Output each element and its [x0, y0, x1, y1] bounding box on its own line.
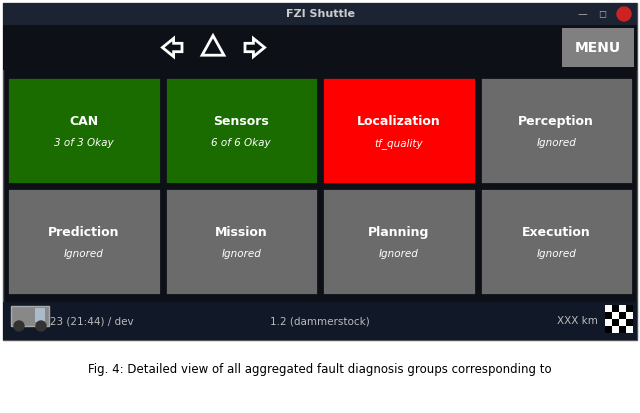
- Bar: [3, 25, 637, 70]
- Text: Localization: Localization: [357, 116, 440, 128]
- Bar: [11, 306, 49, 326]
- Text: Fig. 4: Detailed view of all aggregated fault diagnosis groups corresponding to: Fig. 4: Detailed view of all aggregated …: [88, 363, 552, 377]
- Bar: [164, 77, 318, 184]
- Bar: [605, 319, 612, 326]
- Bar: [7, 77, 161, 184]
- Text: —: —: [577, 9, 587, 19]
- Bar: [626, 305, 633, 312]
- Bar: [479, 188, 633, 295]
- Text: Ignored: Ignored: [64, 249, 104, 259]
- Bar: [619, 326, 626, 333]
- Bar: [619, 312, 626, 319]
- Bar: [7, 188, 161, 295]
- Text: Ignored: Ignored: [221, 249, 261, 259]
- Text: MENU: MENU: [575, 40, 621, 55]
- Text: XXX km: XXX km: [557, 316, 597, 326]
- Bar: [322, 188, 476, 295]
- Bar: [612, 305, 619, 312]
- Bar: [605, 305, 612, 312]
- Text: 15:23 (21:44) / dev: 15:23 (21:44) / dev: [33, 316, 133, 326]
- Bar: [619, 319, 626, 326]
- Text: Mission: Mission: [215, 226, 268, 240]
- Text: Perception: Perception: [518, 116, 594, 128]
- Text: 6 of 6 Okay: 6 of 6 Okay: [211, 138, 271, 148]
- Text: Sensors: Sensors: [213, 116, 269, 128]
- Text: Ignored: Ignored: [379, 249, 419, 259]
- Bar: [35, 308, 45, 322]
- Text: 3 of 3 Okay: 3 of 3 Okay: [54, 138, 113, 148]
- Bar: [619, 305, 626, 312]
- Text: ◻: ◻: [598, 9, 606, 19]
- Bar: [605, 326, 612, 333]
- Bar: [612, 312, 619, 319]
- Text: Ignored: Ignored: [536, 249, 576, 259]
- Circle shape: [14, 321, 24, 331]
- Bar: [626, 326, 633, 333]
- Circle shape: [36, 321, 46, 331]
- Bar: [3, 3, 637, 340]
- Bar: [479, 77, 633, 184]
- Text: FZI Shuttle: FZI Shuttle: [285, 9, 355, 19]
- Bar: [164, 188, 318, 295]
- Text: Prediction: Prediction: [48, 226, 120, 240]
- Text: tf_quality: tf_quality: [374, 138, 423, 149]
- Bar: [605, 312, 612, 319]
- Circle shape: [617, 7, 631, 21]
- Text: Planning: Planning: [368, 226, 429, 240]
- Bar: [3, 302, 637, 340]
- Text: Execution: Execution: [522, 226, 591, 240]
- Text: CAN: CAN: [69, 116, 99, 128]
- Bar: [626, 312, 633, 319]
- Bar: [612, 326, 619, 333]
- Bar: [3, 3, 637, 25]
- Text: Ignored: Ignored: [536, 138, 576, 148]
- Bar: [562, 28, 634, 67]
- Bar: [612, 319, 619, 326]
- Bar: [322, 77, 476, 184]
- Text: 1.2 (dammerstock): 1.2 (dammerstock): [270, 316, 370, 326]
- Bar: [626, 319, 633, 326]
